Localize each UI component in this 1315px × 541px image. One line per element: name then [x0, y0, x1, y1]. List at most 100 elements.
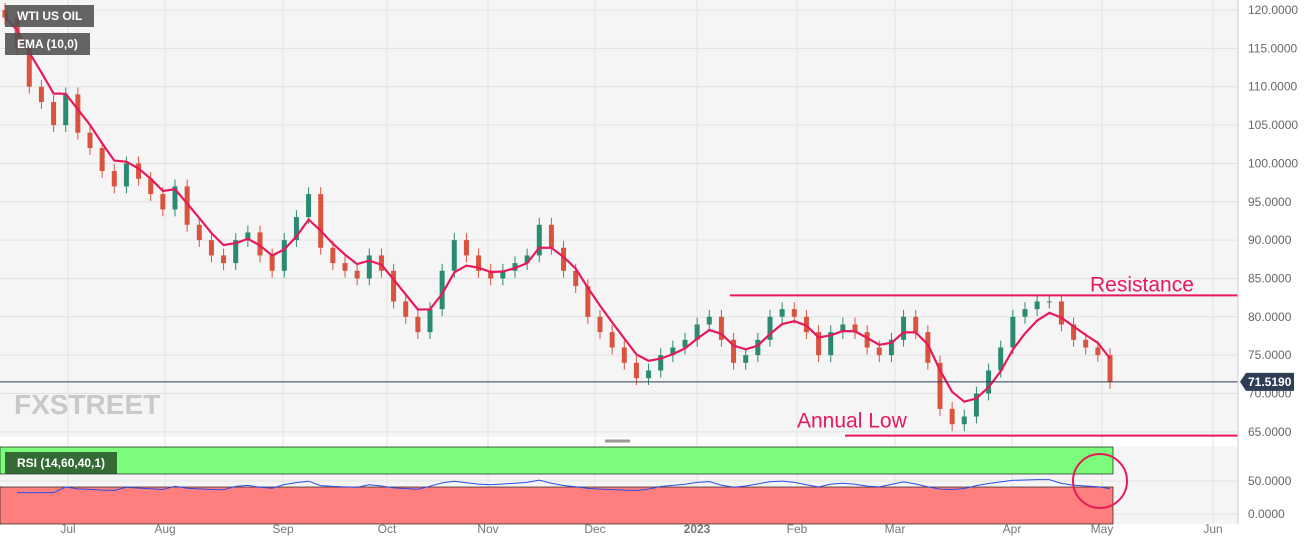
candle: [779, 302, 785, 324]
x-tick-label: Nov: [477, 522, 498, 536]
x-tick-label: Feb: [787, 522, 808, 536]
candle: [136, 156, 142, 186]
price-tick-label: 75.0000: [1248, 348, 1292, 362]
candle: [391, 263, 397, 309]
candle: [731, 332, 737, 370]
x-tick-label: Sep: [272, 522, 294, 536]
candle: [694, 317, 700, 347]
candle: [403, 294, 409, 324]
candle: [488, 263, 494, 286]
candle: [148, 171, 154, 201]
candle: [245, 225, 251, 248]
rsi-highlight-circle: [1072, 453, 1128, 509]
candle: [633, 355, 639, 386]
candle: [888, 332, 894, 363]
candle: [354, 263, 360, 286]
rsi-tick-label: 0.0000: [1248, 507, 1285, 521]
candle: [221, 248, 227, 271]
annotation-resistance: Resistance: [730, 273, 1238, 297]
candle: [184, 179, 190, 232]
svg-text:Annual Low: Annual Low: [797, 410, 908, 433]
candle: [1058, 294, 1064, 332]
x-tick-label: Oct: [378, 522, 397, 536]
candle: [925, 325, 931, 370]
price-tick-label: 115.0000: [1248, 41, 1297, 55]
price-tick-label: 80.0000: [1248, 310, 1292, 324]
candle: [51, 95, 57, 132]
x-tick-label: Apr: [1003, 522, 1022, 536]
candle: [75, 87, 81, 140]
candle: [755, 332, 761, 363]
candle: [864, 325, 870, 355]
candle: [99, 141, 105, 178]
candle: [87, 125, 93, 155]
candle: [937, 355, 943, 416]
candle: [342, 256, 348, 278]
price-tick-label: 105.0000: [1248, 118, 1298, 132]
candle: [1010, 309, 1016, 355]
candle: [451, 233, 457, 278]
watermark: FXSTREET: [14, 389, 160, 420]
candle: [536, 217, 542, 263]
candle: [816, 325, 822, 363]
price-tick-label: 100.0000: [1248, 156, 1298, 170]
candle: [561, 240, 567, 278]
candle: [269, 248, 275, 278]
candle: [767, 309, 773, 347]
x-tick-label: May: [1091, 522, 1114, 536]
candle: [306, 187, 312, 224]
candle: [949, 401, 955, 432]
candle: [172, 179, 178, 217]
ema-line: [4, 16, 1111, 403]
candle: [1022, 302, 1028, 324]
candle: [476, 248, 482, 278]
candle: [366, 248, 372, 286]
price-tick-label: 110.0000: [1248, 80, 1297, 94]
ema-legend: EMA (10,0): [5, 33, 90, 55]
x-tick-label: 2023: [684, 522, 711, 536]
candle: [500, 263, 506, 286]
candle: [913, 309, 919, 340]
price-tick-label: 85.0000: [1248, 271, 1292, 285]
candle: [463, 233, 469, 263]
candle: [1034, 294, 1040, 317]
rsi-oversold-zone: [0, 486, 1114, 525]
candle: [196, 217, 202, 248]
candle: [257, 225, 263, 263]
candle: [973, 386, 979, 424]
rsi-legend: RSI (14,60,40,1): [5, 452, 118, 474]
candle: [840, 317, 846, 340]
candle: [38, 79, 44, 109]
svg-text:71.5190: 71.5190: [1248, 375, 1292, 389]
candle: [718, 309, 724, 347]
candle: [597, 309, 603, 340]
candle: [1071, 317, 1077, 347]
candle: [293, 210, 299, 248]
candle: [706, 309, 712, 332]
x-tick-label: Aug: [154, 522, 175, 536]
candle: [415, 309, 421, 340]
price-pane: [0, 0, 1238, 437]
candle: [111, 164, 117, 194]
candle: [378, 248, 384, 278]
x-tick-label: Mar: [885, 522, 906, 536]
candle: [318, 187, 324, 255]
price-tick-label: 65.0000: [1248, 425, 1292, 439]
rsi-overbought-zone: [0, 446, 1114, 475]
price-tick-label: 95.0000: [1248, 195, 1292, 209]
last-price-label: 71.5190: [1240, 372, 1294, 391]
candle: [961, 409, 967, 432]
candle: [1046, 294, 1052, 309]
symbol-legend: WTI US OIL: [5, 5, 95, 27]
candle: [743, 348, 749, 370]
candle: [524, 248, 530, 271]
rsi-tick-label: 50.0000: [1248, 474, 1292, 488]
candle: [609, 325, 615, 355]
svg-text:Resistance: Resistance: [1090, 273, 1194, 296]
candle: [208, 233, 214, 263]
price-tick-label: 120.0000: [1248, 3, 1298, 17]
candle: [439, 263, 445, 317]
annotation-annual-low: Annual Low: [797, 410, 1238, 437]
x-tick-label: Jun: [1203, 522, 1222, 536]
